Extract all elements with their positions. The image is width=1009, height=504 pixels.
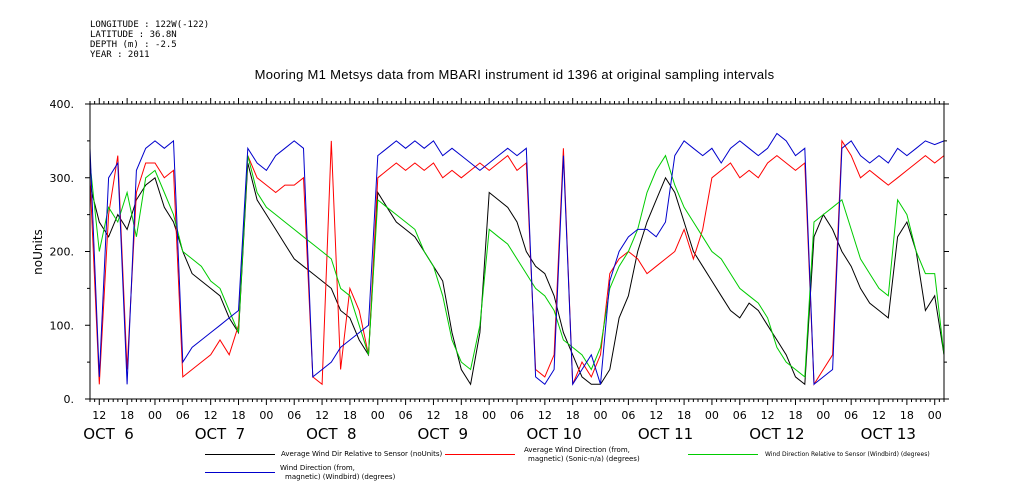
date-label: OCT 8 (306, 425, 357, 443)
date-label: OCT 9 (417, 425, 468, 443)
legend-label-red-2: magnetic) (Sonic-n/a) (degrees) (528, 455, 640, 463)
x-tick-label: 12 (426, 409, 440, 422)
x-tick-label: 06 (176, 409, 190, 422)
metadata-block: LONGITUDE : 122W(-122) LATITUDE : 36.8N … (90, 20, 209, 60)
x-tick-label: 12 (761, 409, 775, 422)
date-label: OCT 12 (749, 425, 804, 443)
x-tick-label: 00 (705, 409, 719, 422)
date-label: OCT 7 (195, 425, 246, 443)
x-tick-label: 12 (538, 409, 552, 422)
series-line-2 (89, 154, 945, 378)
depth-text: DEPTH (m) : -2.5 (90, 40, 177, 50)
x-tick-label: 06 (399, 409, 413, 422)
series-line-1 (89, 139, 945, 386)
longitude-text: LONGITUDE : 122W(-122) (90, 20, 210, 30)
x-tick-label: 06 (287, 409, 301, 422)
x-tick-label: 12 (315, 409, 329, 422)
x-tick-label: 18 (788, 409, 802, 422)
y-tick-label: 0. (64, 393, 75, 406)
date-label: OCT 11 (638, 425, 693, 443)
x-tick-label: 00 (928, 409, 942, 422)
legend-swatch-blue (205, 472, 275, 473)
x-tick-label: 18 (232, 409, 246, 422)
latitude-text: LATITUDE : 36.8N (90, 30, 177, 40)
x-tick-label: 00 (482, 409, 496, 422)
legend-label-blue-1: Wind Direction (from, (280, 464, 355, 472)
y-tick-label: 400. (50, 98, 75, 111)
x-tick-label: 00 (371, 409, 385, 422)
x-tick-label: 12 (872, 409, 886, 422)
x-tick-label: 06 (844, 409, 858, 422)
legend-swatch-black (205, 454, 275, 455)
x-tick-label: 18 (677, 409, 691, 422)
y-axis-label: noUnits (31, 229, 45, 275)
y-tick-label: 200. (50, 246, 75, 259)
y-tick-label: 100. (50, 319, 75, 332)
x-tick-label: 18 (900, 409, 914, 422)
legend-swatch-red (445, 454, 515, 455)
x-tick-label: 12 (204, 409, 218, 422)
x-tick-label: 06 (733, 409, 747, 422)
series-line-0 (89, 162, 945, 386)
chart-title: Mooring M1 Metsys data from MBARI instru… (254, 67, 775, 82)
x-tick-label: 00 (816, 409, 830, 422)
x-tick-label: 18 (454, 409, 468, 422)
x-tick-label: 00 (594, 409, 608, 422)
x-tick-label: 18 (566, 409, 580, 422)
date-label: OCT 6 (83, 425, 134, 443)
y-tick-label: 300. (50, 172, 75, 185)
x-tick-label: 06 (510, 409, 524, 422)
series-line-3 (89, 132, 945, 386)
legend-swatch-green (688, 454, 758, 455)
x-tick-label: 12 (649, 409, 663, 422)
legend-label-red-1: Average Wind Direction (from, (524, 446, 630, 454)
x-tick-label: 12 (92, 409, 106, 422)
legend-label-green: Wind Direction Relative to Sensor (Windb… (765, 451, 930, 458)
x-tick-label: 18 (120, 409, 134, 422)
x-tick-label: 00 (259, 409, 273, 422)
date-label: OCT 13 (861, 425, 916, 443)
x-tick-label: 00 (148, 409, 162, 422)
date-label: OCT 10 (526, 425, 581, 443)
x-tick-label: 06 (621, 409, 635, 422)
x-tick-label: 18 (343, 409, 357, 422)
year-text: YEAR : 2011 (90, 50, 150, 60)
legend-label-black: Average Wind Dir Relative to Sensor (noU… (281, 450, 443, 458)
legend-label-blue-2: magnetic) (Windbird) (degrees) (285, 473, 396, 481)
